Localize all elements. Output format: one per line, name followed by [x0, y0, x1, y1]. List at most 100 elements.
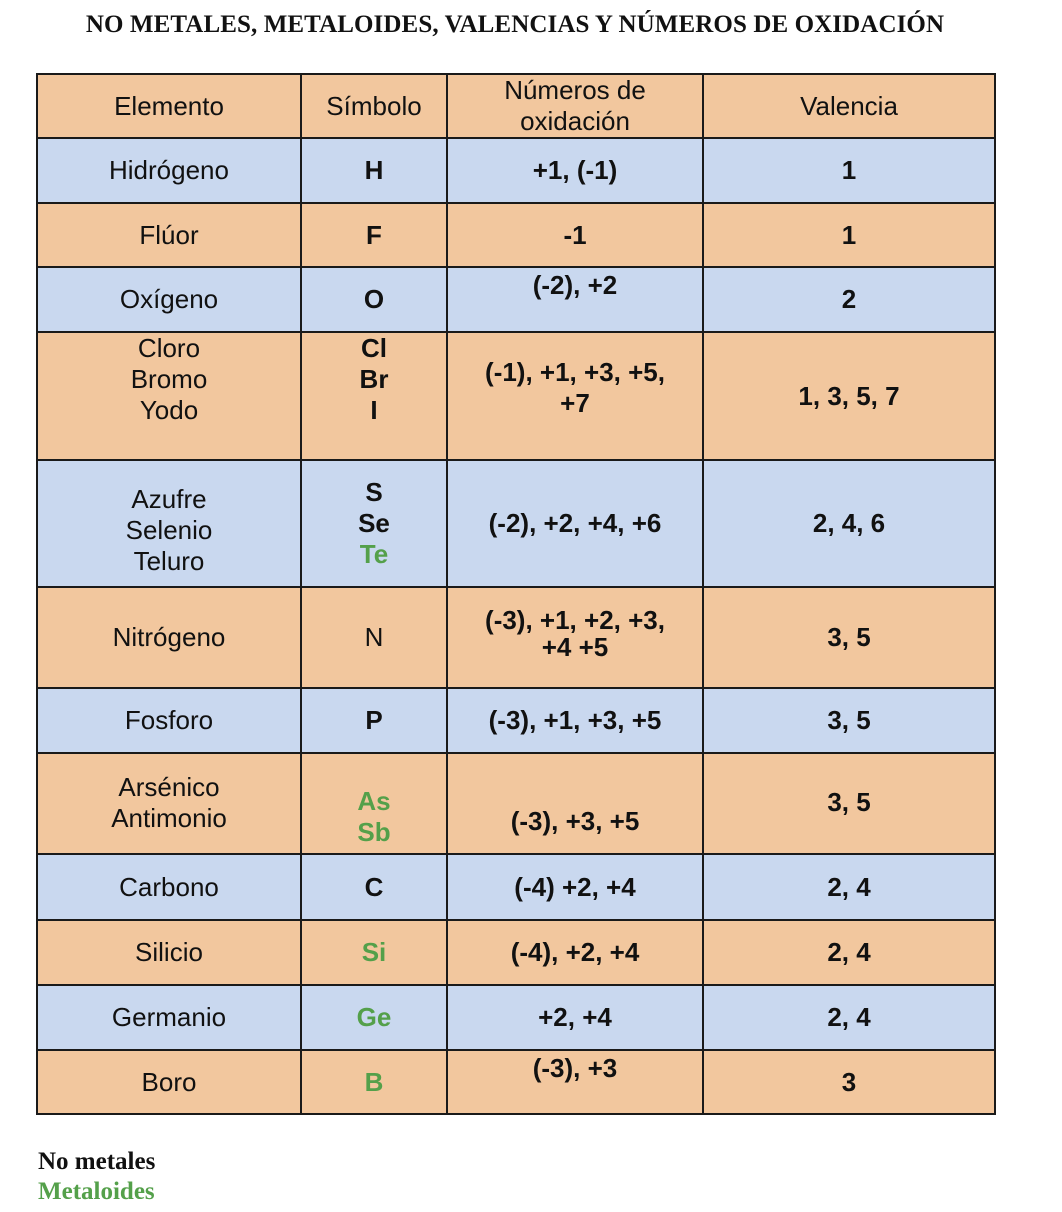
symbol-cell: S Se Te: [300, 459, 448, 588]
element-name: Bromo: [130, 364, 208, 394]
oxidation-numbers: (-3), +3: [532, 1052, 618, 1083]
valence-cell: 2, 4: [702, 984, 996, 1051]
element-symbol: H: [364, 155, 384, 185]
element-cell: Hidrógeno: [36, 137, 302, 204]
page-title: NO METALES, METALOIDES, VALENCIAS Y NÚME…: [85, 11, 945, 38]
header-symbol: Símbolo: [300, 73, 448, 139]
element-cell: Azufre Selenio Teluro: [36, 459, 302, 588]
oxidation-cell: (-1), +1, +3, +5, +7: [446, 331, 704, 461]
element-name: Nitrógeno: [112, 622, 226, 652]
header-row: Elemento Símbolo Números de oxidación Va…: [36, 73, 996, 139]
table-row: Flúor F -1 1: [36, 202, 996, 268]
oxidation-numbers: (-2), +2: [532, 270, 618, 300]
element-cell: Nitrógeno: [36, 586, 302, 689]
element-symbol: S: [365, 477, 383, 507]
element-cell: Flúor: [36, 202, 302, 268]
element-symbol-metalloid: Si: [361, 937, 387, 967]
symbol-cell: As Sb: [300, 752, 448, 855]
oxidation-numbers: +1, (-1): [532, 155, 618, 185]
valence-value: 3, 5: [827, 705, 871, 735]
element-cell: Carbono: [36, 853, 302, 921]
oxidation-numbers: (-4), +2, +4: [510, 937, 640, 967]
element-symbol: O: [363, 284, 385, 314]
symbol-cell: N: [300, 586, 448, 689]
oxidation-numbers: (-3), +3, +5: [510, 806, 640, 836]
element-symbol: Br: [359, 364, 389, 394]
oxidation-numbers: +7: [560, 388, 590, 418]
element-name: Yodo: [139, 395, 199, 425]
oxidation-cell: +2, +4: [446, 984, 704, 1051]
valence-value: 1, 3, 5, 7: [798, 380, 900, 411]
element-cell: Oxígeno: [36, 266, 302, 333]
valence-value: 3, 5: [827, 622, 871, 652]
oxidation-numbers: (-1), +1, +3, +5,: [485, 357, 665, 387]
element-name: Carbono: [119, 871, 219, 902]
element-symbol-metalloid: Ge: [356, 1002, 392, 1032]
symbol-cell: Cl Br I: [300, 331, 448, 461]
element-cell: Boro: [36, 1049, 302, 1115]
element-symbol: Cl: [361, 333, 387, 363]
valence-cell: 3, 5: [702, 752, 996, 855]
element-symbol-metalloid: Sb: [357, 816, 391, 847]
symbol-cell: H: [300, 137, 448, 204]
symbol-cell: P: [300, 687, 448, 754]
symbol-cell: Si: [300, 919, 448, 986]
element-symbol-metalloid: B: [364, 1066, 384, 1097]
element-name: Oxígeno: [119, 284, 219, 314]
element-symbol: F: [366, 219, 382, 250]
valence-cell: 1, 3, 5, 7: [702, 331, 996, 461]
header-valence: Valencia: [702, 73, 996, 139]
element-name: Silicio: [135, 937, 203, 967]
header-oxidation-line-1: Números de: [504, 75, 646, 105]
element-cell: Fosforo: [36, 687, 302, 754]
oxidation-cell: (-3), +3, +5: [446, 752, 704, 855]
header-element: Elemento: [36, 73, 302, 139]
symbol-cell: Ge: [300, 984, 448, 1051]
element-name: Flúor: [139, 219, 199, 250]
element-name: Antimonio: [111, 802, 227, 833]
valence-cell: 2: [702, 266, 996, 333]
element-name: Fosforo: [124, 705, 214, 735]
oxidation-cell: (-4) +2, +4: [446, 853, 704, 921]
element-name: Boro: [141, 1066, 197, 1097]
valence-value: 2, 4, 6: [812, 508, 886, 538]
valence-cell: 3, 5: [702, 586, 996, 689]
valence-cell: 2, 4: [702, 919, 996, 986]
oxidation-numbers: +2, +4: [538, 1002, 612, 1032]
legend-nonmetals: No metales: [38, 1148, 156, 1175]
oxidation-numbers: (-3), +1, +2, +3,: [485, 604, 665, 635]
oxidation-numbers: (-2), +2, +4, +6: [488, 508, 662, 538]
oxidation-numbers: -1: [563, 219, 587, 250]
oxidation-cell: (-3), +3: [446, 1049, 704, 1115]
valence-cell: 2, 4: [702, 853, 996, 921]
valence-value: 1: [841, 219, 857, 250]
table-row: Boro B (-3), +3 3: [36, 1049, 996, 1115]
element-symbol-metalloid: Te: [359, 539, 389, 569]
element-name: Teluro: [133, 546, 205, 576]
table-row: Arsénico Antimonio As Sb (-3), +3, +5 3,…: [36, 752, 996, 855]
oxidation-table: Elemento Símbolo Números de oxidación Va…: [36, 73, 996, 1115]
table-row: Azufre Selenio Teluro S Se Te (-2), +2, …: [36, 459, 996, 588]
element-name: Germanio: [111, 1002, 227, 1032]
valence-cell: 1: [702, 137, 996, 204]
valence-value: 3, 5: [827, 787, 871, 817]
oxidation-cell: +1, (-1): [446, 137, 704, 204]
element-name: Azufre: [131, 484, 207, 514]
element-symbol: N: [364, 622, 384, 652]
element-symbol: I: [370, 395, 378, 425]
oxidation-cell: (-2), +2, +4, +6: [446, 459, 704, 588]
element-cell: Arsénico Antimonio: [36, 752, 302, 855]
symbol-cell: C: [300, 853, 448, 921]
valence-value: 3: [841, 1066, 857, 1097]
oxidation-cell: (-3), +1, +3, +5: [446, 687, 704, 754]
element-symbol: Se: [358, 508, 390, 538]
oxidation-cell: (-3), +1, +2, +3, +4 +5: [446, 586, 704, 689]
table-row: Fosforo P (-3), +1, +3, +5 3, 5: [36, 687, 996, 754]
element-cell: Silicio: [36, 919, 302, 986]
element-name: Cloro: [137, 333, 201, 363]
header-oxidation: Números de oxidación: [446, 73, 704, 139]
valence-value: 2, 4: [827, 871, 871, 902]
table-row: Oxígeno O (-2), +2 2: [36, 266, 996, 333]
oxidation-cell: (-4), +2, +4: [446, 919, 704, 986]
table-row: Nitrógeno N (-3), +1, +2, +3, +4 +5 3, 5: [36, 586, 996, 689]
